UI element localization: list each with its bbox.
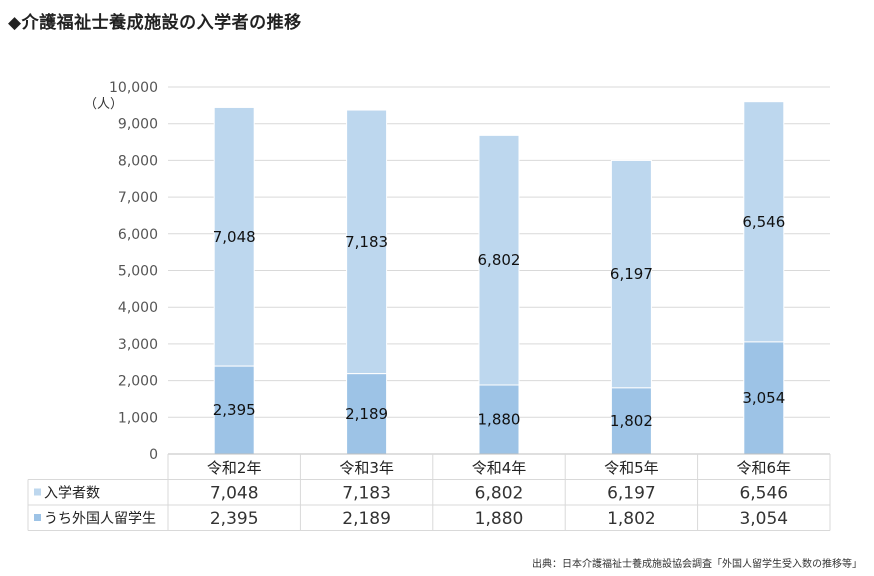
data-label-enrollment: 7,048 <box>213 228 256 246</box>
bar-foreign-students <box>743 341 785 455</box>
data-label-foreign-students: 3,054 <box>742 389 785 407</box>
table-cell: 3,054 <box>739 509 788 529</box>
legend-key <box>34 514 41 521</box>
legend-label: うち外国人留学生 <box>44 511 156 527</box>
bar-enrollment <box>478 134 520 386</box>
data-label-enrollment: 6,802 <box>478 251 521 269</box>
y-tick-label: 9,000 <box>118 117 158 133</box>
bar-foreign-students <box>213 365 255 455</box>
data-label-foreign-students: 2,189 <box>345 405 388 423</box>
bar-enrollment <box>610 159 652 389</box>
source-note: 出典：日本介護福祉士養成施設協会調査「外国人留学生受入数の推移等」 <box>532 559 862 570</box>
bar-enrollment <box>213 106 255 367</box>
table-cell: 1,802 <box>607 509 656 529</box>
category-label: 令和2年 <box>207 459 262 477</box>
data-label-foreign-students: 2,395 <box>213 401 256 419</box>
table-cell: 6,197 <box>607 484 656 504</box>
category-label: 令和3年 <box>339 459 394 477</box>
y-tick-label: 3,000 <box>118 337 158 353</box>
bar-enrollment <box>346 109 388 375</box>
table-cell: 6,546 <box>739 484 788 504</box>
table-cell: 7,183 <box>342 484 391 504</box>
y-tick-label: 8,000 <box>118 153 158 169</box>
category-label: 令和5年 <box>604 459 659 477</box>
chart-title: ◆介護福祉士養成施設の入学者の推移 <box>8 13 302 33</box>
data-label-foreign-students: 1,802 <box>610 412 653 430</box>
y-tick-label: 4,000 <box>118 300 158 316</box>
y-tick-label: 1,000 <box>118 410 158 426</box>
y-tick-label: 7,000 <box>118 190 158 206</box>
data-label-enrollment: 6,197 <box>610 265 653 283</box>
y-tick-label: 2,000 <box>118 374 158 390</box>
y-tick-label: 0 <box>149 447 158 463</box>
legend-key <box>34 488 41 496</box>
table-cell: 2,189 <box>342 509 391 529</box>
bar-foreign-students <box>610 387 652 455</box>
category-label: 令和6年 <box>737 459 792 477</box>
table-cell: 6,802 <box>475 484 524 504</box>
y-tick-label: 6,000 <box>118 227 158 243</box>
bar-foreign-students <box>346 373 388 455</box>
data-label-enrollment: 7,183 <box>345 233 388 251</box>
bar-enrollment <box>743 101 785 343</box>
data-label-foreign-students: 1,880 <box>478 411 521 429</box>
category-label: 令和4年 <box>472 459 527 477</box>
table-cell: 7,048 <box>210 484 259 504</box>
legend-label: 入学者数 <box>44 486 100 502</box>
y-tick-label: 10,000 <box>109 80 158 96</box>
bar-foreign-students <box>478 384 520 455</box>
data-label-enrollment: 6,546 <box>742 213 785 231</box>
y-unit-label: （人） <box>84 97 123 112</box>
table-cell: 2,395 <box>210 509 259 529</box>
y-tick-label: 5,000 <box>118 264 158 280</box>
table-cell: 1,880 <box>475 509 524 529</box>
